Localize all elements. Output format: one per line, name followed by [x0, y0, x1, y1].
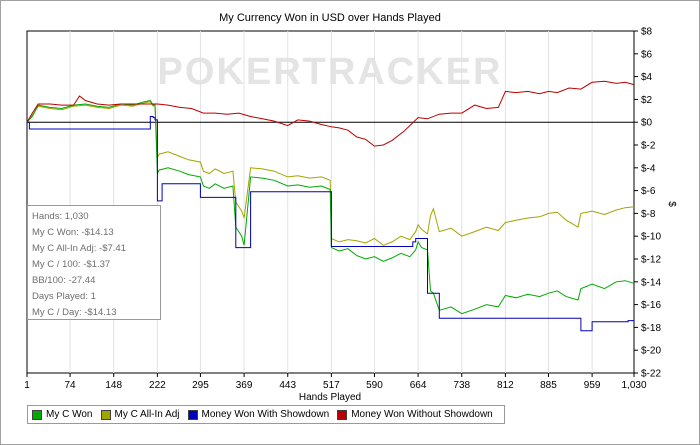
chart-title: My Currency Won in USD over Hands Played: [219, 12, 441, 24]
series-line-my-c-all-in-adj: [26, 101, 635, 246]
x-tick-label: 517: [323, 380, 340, 391]
y-tick-label: $-10: [641, 232, 661, 243]
x-tick-label: 1: [24, 380, 30, 391]
legend-item: Money Won Without Showdown: [337, 409, 493, 420]
legend-item: My C Won: [32, 409, 93, 420]
x-tick-label: 222: [149, 380, 166, 391]
y-tick-label: $-14: [641, 277, 661, 288]
x-axis-ticks: 1 74 148 222 295 369 443 517 590 664 738 812 885 959 1…: [24, 373, 647, 391]
y-tick-label: $-6: [641, 186, 656, 197]
legend-swatch: [187, 409, 198, 420]
x-tick-label: 1,030: [621, 380, 646, 391]
stat-line: Hands: 1,030: [32, 211, 89, 222]
legend-item: My C All-In Adj: [100, 409, 180, 420]
y-tick-label: $-20: [641, 346, 661, 357]
legend-item: Money Won With Showdown: [187, 409, 330, 420]
stat-line: BB/100: -27.44: [32, 275, 96, 286]
x-tick-label: 664: [410, 380, 427, 391]
legend-label: Money Won With Showdown: [201, 409, 330, 420]
series-line-my-c-won: [26, 99, 635, 315]
series-line-money-won-with-showdown: [27, 116, 635, 332]
stat-line: My C / Day: -$14.13: [32, 307, 117, 318]
legend-label: My C All-In Adj: [114, 409, 180, 420]
series-lines: [26, 80, 635, 332]
legend-label: Money Won Without Showdown: [351, 409, 493, 420]
y-axis-ticks: $8 $6 $4 $2 $0 $-2 $-4 $-6 $-8 $-10 $-12 $-14 $-16 $-…: [634, 27, 661, 380]
legend-swatch: [337, 409, 348, 420]
series-line-money-won-without-showdown: [26, 80, 635, 147]
x-tick-label: 295: [192, 380, 209, 391]
stat-line: My C / 100: -$1.37: [32, 259, 111, 270]
x-tick-label: 590: [366, 380, 383, 391]
x-tick-label: 443: [279, 380, 296, 391]
y-tick-label: $-2: [641, 141, 656, 152]
y-tick-label: $-8: [641, 209, 656, 220]
x-axis-label: Hands Played: [299, 392, 361, 403]
y-tick-label: $-22: [641, 369, 661, 380]
y-tick-label: $6: [641, 49, 653, 60]
legend-swatch: [100, 409, 111, 420]
x-tick-label: 148: [105, 380, 122, 391]
stat-line: My C Won: -$14.13: [32, 227, 114, 238]
y-tick-label: $-18: [641, 323, 661, 334]
y-tick-label: $-12: [641, 255, 661, 266]
x-tick-label: 812: [497, 380, 514, 391]
y-tick-label: $-16: [641, 300, 661, 311]
stat-line: Days Played: 1: [32, 291, 96, 302]
y-tick-label: $2: [641, 95, 653, 106]
y-tick-label: $-4: [641, 163, 656, 174]
legend: My C Won My C All-In Adj Money Won With Sh…: [27, 405, 505, 424]
x-tick-label: 885: [540, 380, 557, 391]
plot-area: [26, 30, 635, 374]
x-tick-label: 959: [584, 380, 601, 391]
x-tick-label: 738: [453, 380, 470, 391]
y-tick-label: $8: [641, 27, 653, 38]
y-tick-label: $0: [641, 118, 653, 129]
legend-swatch: [32, 409, 42, 420]
watermark-logo: POKERTRACKER: [158, 51, 503, 93]
stat-line: My C All-In Adj: -$7.41: [32, 243, 126, 254]
y-tick-label: $4: [641, 72, 653, 83]
x-tick-label: 74: [64, 380, 76, 391]
x-tick-label: 369: [236, 380, 253, 391]
y-axis-label: $: [666, 201, 677, 207]
legend-label: My C Won: [46, 409, 93, 420]
stats-panel: Hands: 1,030 My C Won: -$14.13 My C All-In…: [27, 205, 161, 320]
